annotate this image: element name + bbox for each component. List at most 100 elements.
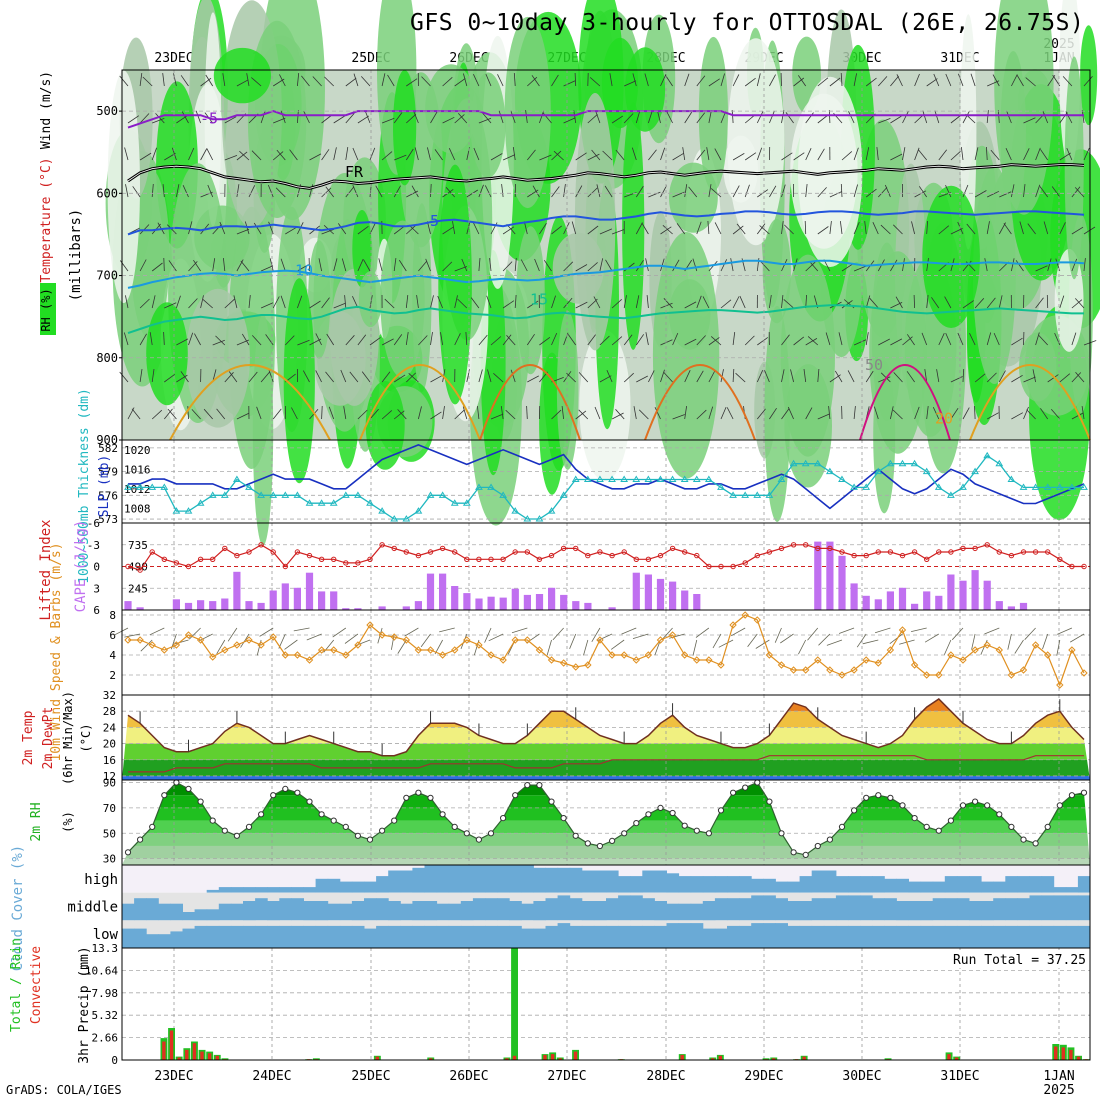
thickness-tick: 582	[98, 442, 118, 455]
cloud-cell	[412, 868, 425, 893]
surface-wind-barb	[1057, 628, 1072, 634]
rh-marker	[561, 816, 566, 821]
rh-marker	[718, 808, 723, 813]
cloud-cell	[1017, 876, 1030, 893]
wind-tick: 8	[109, 609, 116, 622]
cape-bar	[427, 574, 434, 610]
precip-axis-label: 3hr Precip (mm)	[77, 946, 92, 1063]
cloud-cell	[751, 923, 764, 948]
cloud-cell	[872, 876, 885, 893]
bottom-year-label: 2025	[1043, 1083, 1074, 1098]
rh-marker	[852, 808, 857, 813]
cloud-cell	[1005, 876, 1018, 893]
cloud-cell	[304, 926, 317, 948]
temp-tick: 20	[103, 738, 116, 751]
cloud-cell	[509, 901, 522, 920]
cloud-cell	[933, 882, 946, 893]
cloud-cell	[255, 887, 268, 893]
temp-tick: 24	[103, 721, 117, 734]
precip-conv-bar	[551, 1054, 554, 1060]
temp-axis-label-1: 2m Temp	[21, 710, 36, 765]
cloud-cell	[1042, 926, 1055, 948]
cloud-cell	[969, 876, 982, 893]
wind-tick: 2	[109, 669, 116, 682]
cloud-cell	[896, 901, 909, 920]
rh-marker	[622, 831, 627, 836]
cloud-cell	[933, 898, 946, 920]
cloud-cell	[582, 926, 595, 948]
cape-bar	[633, 573, 640, 610]
precip-conv-bar	[208, 1053, 211, 1060]
rh-marker	[271, 793, 276, 798]
cloud-cell	[800, 926, 813, 948]
cloud-cell	[884, 898, 897, 920]
cloud-cell	[896, 926, 909, 948]
cloud-cell	[437, 926, 450, 948]
rh-marker	[610, 838, 615, 843]
cloud-cell	[521, 904, 534, 921]
surface-wind-barb	[1025, 628, 1036, 640]
cloud-cell	[594, 926, 607, 948]
cloud-cell	[751, 879, 764, 893]
cloud-cell	[739, 876, 752, 893]
rh-marker	[428, 795, 433, 800]
cloud-cell	[1042, 876, 1055, 893]
surface-wind-barb	[285, 640, 298, 649]
rh-marker	[1045, 824, 1050, 829]
cloud-cell	[921, 901, 934, 920]
cape-bar	[693, 594, 700, 610]
cloud-cell	[921, 926, 934, 948]
cloud-cell	[945, 926, 958, 948]
cloud-cell	[291, 898, 304, 920]
cloud-cell	[836, 926, 849, 948]
cloud-cell	[231, 887, 244, 893]
surface-wind-barb	[693, 640, 697, 656]
cloud-cell	[400, 904, 413, 921]
cloud-cell	[170, 904, 183, 921]
cloud-cell	[691, 876, 704, 893]
bottom-date-label: 24DEC	[252, 1069, 291, 1084]
cloud-cell	[158, 904, 171, 921]
rh-marker	[404, 795, 409, 800]
cloud-cell	[364, 898, 377, 920]
run-total-label: Run Total = 37.25	[953, 953, 1086, 968]
cloud-cell	[485, 898, 498, 920]
cloud-cell	[763, 923, 776, 948]
rh-tick: 90	[103, 777, 116, 790]
rh-patch	[253, 314, 273, 546]
cloud-cell	[558, 923, 571, 948]
cloud-cell	[933, 926, 946, 948]
cape-bar	[185, 603, 192, 610]
cloud-cell	[291, 887, 304, 893]
cloud-cell	[546, 868, 559, 893]
rh-marker	[876, 793, 881, 798]
rh-marker	[646, 812, 651, 817]
precip-conv-bar	[170, 1031, 173, 1061]
cloud-cell	[352, 926, 365, 948]
cloud-cell	[533, 929, 546, 948]
cloud-cell	[630, 895, 643, 920]
rh-marker	[210, 818, 215, 823]
surface-wind-barb	[1015, 640, 1024, 654]
rh-marker	[755, 780, 760, 785]
cape-bar	[451, 586, 458, 610]
temp-band	[122, 711, 1090, 727]
rh-marker	[634, 821, 639, 826]
page-title: GFS 0~10day 3-hourly for OTTOSDAL (26E, …	[410, 10, 1084, 36]
cloud-cell	[715, 929, 728, 948]
temp-band	[122, 695, 1090, 711]
rh-marker	[694, 828, 699, 833]
cape-bar	[972, 570, 979, 610]
rh-marker	[138, 837, 143, 842]
cloud-cell	[461, 926, 474, 948]
cloud-cell	[703, 929, 716, 948]
cloud-cell	[582, 871, 595, 893]
rh-marker	[525, 783, 530, 788]
cloud-cell	[848, 876, 861, 893]
cloud-cell	[630, 926, 643, 948]
precip-conv-bar	[543, 1055, 546, 1060]
cape-bar	[935, 596, 942, 610]
cloud-cell	[219, 926, 232, 948]
wind-barb	[164, 258, 165, 271]
cloud-cell	[267, 887, 280, 893]
